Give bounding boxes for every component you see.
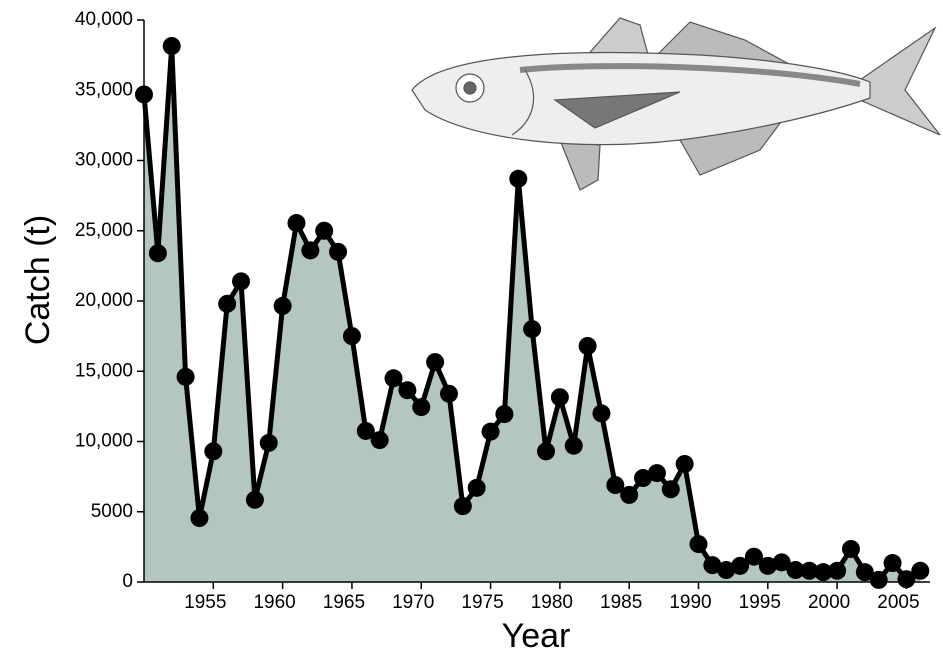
x-tick-label: 2000	[808, 592, 850, 613]
point	[744, 547, 763, 566]
point	[800, 561, 819, 580]
point	[606, 476, 625, 495]
y-axis-title: Catch (t)	[19, 215, 57, 345]
x-tick-label: 1955	[184, 592, 226, 613]
x-tick-label: 1995	[739, 592, 781, 613]
point	[550, 388, 569, 407]
point	[342, 327, 361, 346]
x-tick-label: 1970	[392, 592, 434, 613]
y-tick-label: 20,000	[75, 290, 133, 311]
point	[661, 480, 680, 499]
point	[398, 381, 417, 400]
point	[509, 169, 528, 188]
point	[911, 561, 930, 580]
x-tick-label: 1965	[323, 592, 365, 613]
point	[384, 369, 403, 388]
point	[412, 398, 431, 417]
point	[523, 320, 542, 339]
fish-illustration	[411, 17, 941, 191]
point	[564, 436, 583, 455]
y-tick-label: 40,000	[75, 9, 133, 30]
y-tick-label: 35,000	[75, 79, 133, 100]
x-tick-label: 1975	[461, 592, 503, 613]
point	[190, 509, 209, 528]
point	[814, 563, 833, 582]
point	[148, 244, 167, 263]
point	[828, 561, 847, 580]
point	[883, 554, 902, 573]
point	[675, 454, 694, 473]
point	[481, 422, 500, 441]
x-tick-label: 2005	[877, 592, 919, 613]
point	[467, 478, 486, 497]
point	[204, 442, 223, 461]
point	[259, 433, 278, 452]
point	[772, 553, 791, 572]
point	[592, 404, 611, 423]
point	[453, 497, 472, 516]
x-tick-label: 1960	[253, 592, 295, 613]
point	[426, 353, 445, 372]
y-tick-label: 15,000	[75, 360, 133, 381]
point	[218, 294, 237, 313]
point	[703, 556, 722, 575]
point	[897, 570, 916, 589]
point	[855, 563, 874, 582]
point	[370, 431, 389, 450]
point	[439, 384, 458, 403]
area	[144, 45, 921, 583]
y-tick-label: 10,000	[75, 431, 133, 452]
point	[315, 221, 334, 240]
point	[176, 367, 195, 386]
point	[578, 336, 597, 355]
point	[537, 442, 556, 461]
point	[245, 490, 264, 509]
point	[329, 242, 348, 261]
point	[869, 570, 888, 589]
point	[634, 469, 653, 488]
point	[273, 296, 292, 315]
point	[786, 561, 805, 580]
y-tick-label: 25,000	[75, 220, 133, 241]
x-tick-label: 1990	[669, 592, 711, 613]
x-axis-title: Year	[502, 617, 571, 655]
x-tick-label: 1985	[600, 592, 642, 613]
point	[647, 464, 666, 483]
point	[689, 535, 708, 554]
point	[287, 214, 306, 233]
y-tick-label: 30,000	[75, 150, 133, 171]
point	[841, 539, 860, 558]
point	[758, 556, 777, 575]
point	[620, 485, 639, 504]
point	[301, 241, 320, 260]
x-tick-label: 1980	[531, 592, 573, 613]
point	[495, 405, 514, 424]
point	[717, 561, 736, 580]
point	[162, 36, 181, 55]
y-tick-label: 5000	[91, 501, 133, 522]
point	[232, 272, 251, 291]
y-tick-label: 0	[122, 571, 133, 592]
point	[356, 421, 375, 440]
point	[731, 556, 750, 575]
